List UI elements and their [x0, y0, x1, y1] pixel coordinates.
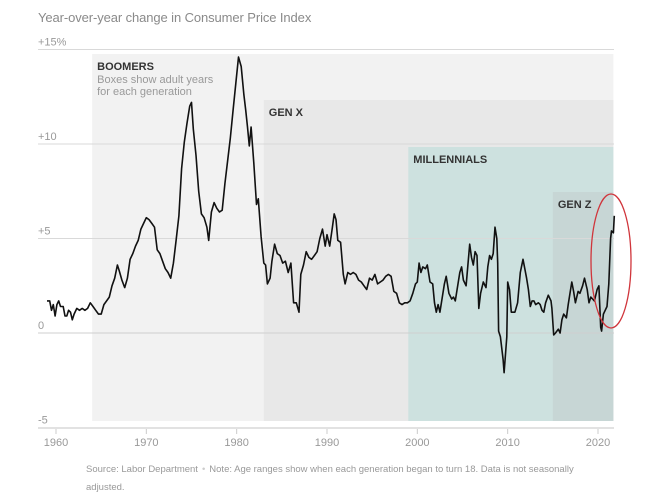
generation-label: MILLENNIALS — [413, 154, 487, 166]
generation-label: GEN X — [269, 107, 304, 119]
x-tick-label: 2010 — [495, 437, 519, 449]
generation-subtitle: Boxes show adult years — [97, 74, 214, 86]
generation-label: GEN Z — [558, 199, 592, 211]
y-tick-label: -5 — [38, 415, 48, 427]
generation-boxes — [92, 54, 614, 421]
x-tick-label: 2020 — [586, 437, 610, 449]
data-note: Note: Age ranges show when each generati… — [86, 464, 574, 493]
y-tick-label: +10 — [38, 131, 57, 143]
separator-dot: • — [201, 464, 206, 475]
y-tick-label: +15% — [38, 37, 67, 49]
y-axis-labels: +15% +10 +5 0 -5 — [38, 37, 67, 427]
y-tick-label: 0 — [38, 320, 44, 332]
generation-box-gen-z — [552, 192, 614, 421]
series-line-cpi — [47, 56, 616, 374]
x-tick-label: 1990 — [315, 437, 339, 449]
annotations — [590, 193, 632, 329]
y-tick-label: +5 — [38, 226, 51, 238]
x-tick-label: 2000 — [405, 437, 429, 449]
generation-label: BOOMERS — [97, 61, 154, 73]
chart-footer: Source: Labor Department • Note: Age range… — [86, 461, 586, 497]
x-tick-label: 1970 — [134, 437, 158, 449]
series-lines — [47, 56, 616, 374]
x-tick-label: 1960 — [44, 437, 68, 449]
x-tick-label: 1980 — [224, 437, 248, 449]
x-axis: 1960 1970 1980 1990 2000 2010 2020 — [38, 427, 614, 449]
generation-subtitle: for each generation — [97, 86, 192, 98]
chart-title: Year-over-year change in Consumer Price … — [38, 10, 312, 25]
highlight-ellipse — [590, 193, 632, 329]
source-note: Source: Labor Department — [86, 464, 198, 475]
